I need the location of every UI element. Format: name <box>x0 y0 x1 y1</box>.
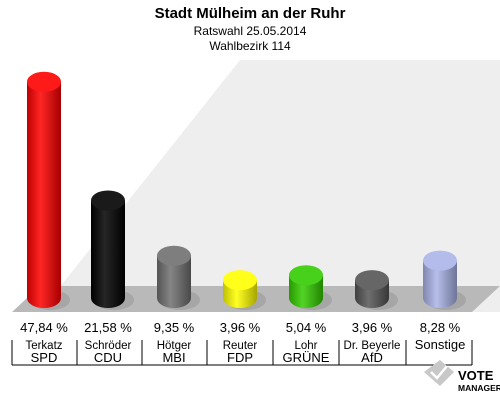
party-label-fdp: FDP <box>227 350 253 365</box>
value-label-gr-ne: 5,04 % <box>286 320 327 335</box>
bar-cap-cdu <box>91 190 125 211</box>
party-label-sonstige: Sonstige <box>415 337 466 352</box>
chart-subtitle-election: Ratswahl 25.05.2014 <box>194 24 307 38</box>
party-label-afd: AfD <box>361 350 383 365</box>
value-label-afd: 3,96 % <box>352 320 393 335</box>
value-label-cdu: 21,58 % <box>84 320 132 335</box>
candidate-label-spd: Terkatz <box>25 340 62 352</box>
bar-cap-mbi <box>157 245 191 266</box>
value-label-mbi: 9,35 % <box>154 320 195 335</box>
bar-cap-afd <box>355 270 389 291</box>
value-label-fdp: 3,96 % <box>220 320 261 335</box>
candidate-label-fdp: Reuter <box>223 340 258 352</box>
bar-spd <box>27 81 61 308</box>
candidate-label-cdu: Schröder <box>85 340 132 352</box>
party-label-mbi: MBI <box>162 350 185 365</box>
bar-cdu <box>91 200 125 308</box>
party-label-cdu: CDU <box>94 350 122 365</box>
candidate-label-afd: Dr. Beyerle <box>344 340 401 352</box>
logo-text-manager: MANAGER <box>458 383 500 393</box>
logo-text-vote: VOTE <box>458 368 494 383</box>
value-label-spd: 47,84 % <box>20 320 68 335</box>
bar-cap-spd <box>27 71 61 92</box>
chart-backdrop <box>40 60 500 312</box>
vote-manager-logo-mark <box>424 360 454 386</box>
chart-subtitle-district: Wahlbezirk 114 <box>209 39 291 53</box>
bar-cap-gr-ne <box>289 265 323 286</box>
bar-mbi <box>157 255 191 308</box>
bar-sonstige <box>423 260 457 308</box>
bar-cap-sonstige <box>423 250 457 271</box>
bars-group <box>27 71 466 310</box>
candidate-label-gr-ne: Lohr <box>294 340 317 352</box>
value-label-sonstige: 8,28 % <box>420 320 461 335</box>
vote-manager-logo: VOTE MANAGER <box>424 360 500 393</box>
candidate-label-mbi: Hötger <box>157 340 192 352</box>
party-label-spd: SPD <box>31 350 58 365</box>
party-label-gr-ne: GRÜNE <box>283 350 330 365</box>
chart-title: Stadt Mülheim an der Ruhr <box>155 5 346 22</box>
bar-cap-fdp <box>223 270 257 291</box>
